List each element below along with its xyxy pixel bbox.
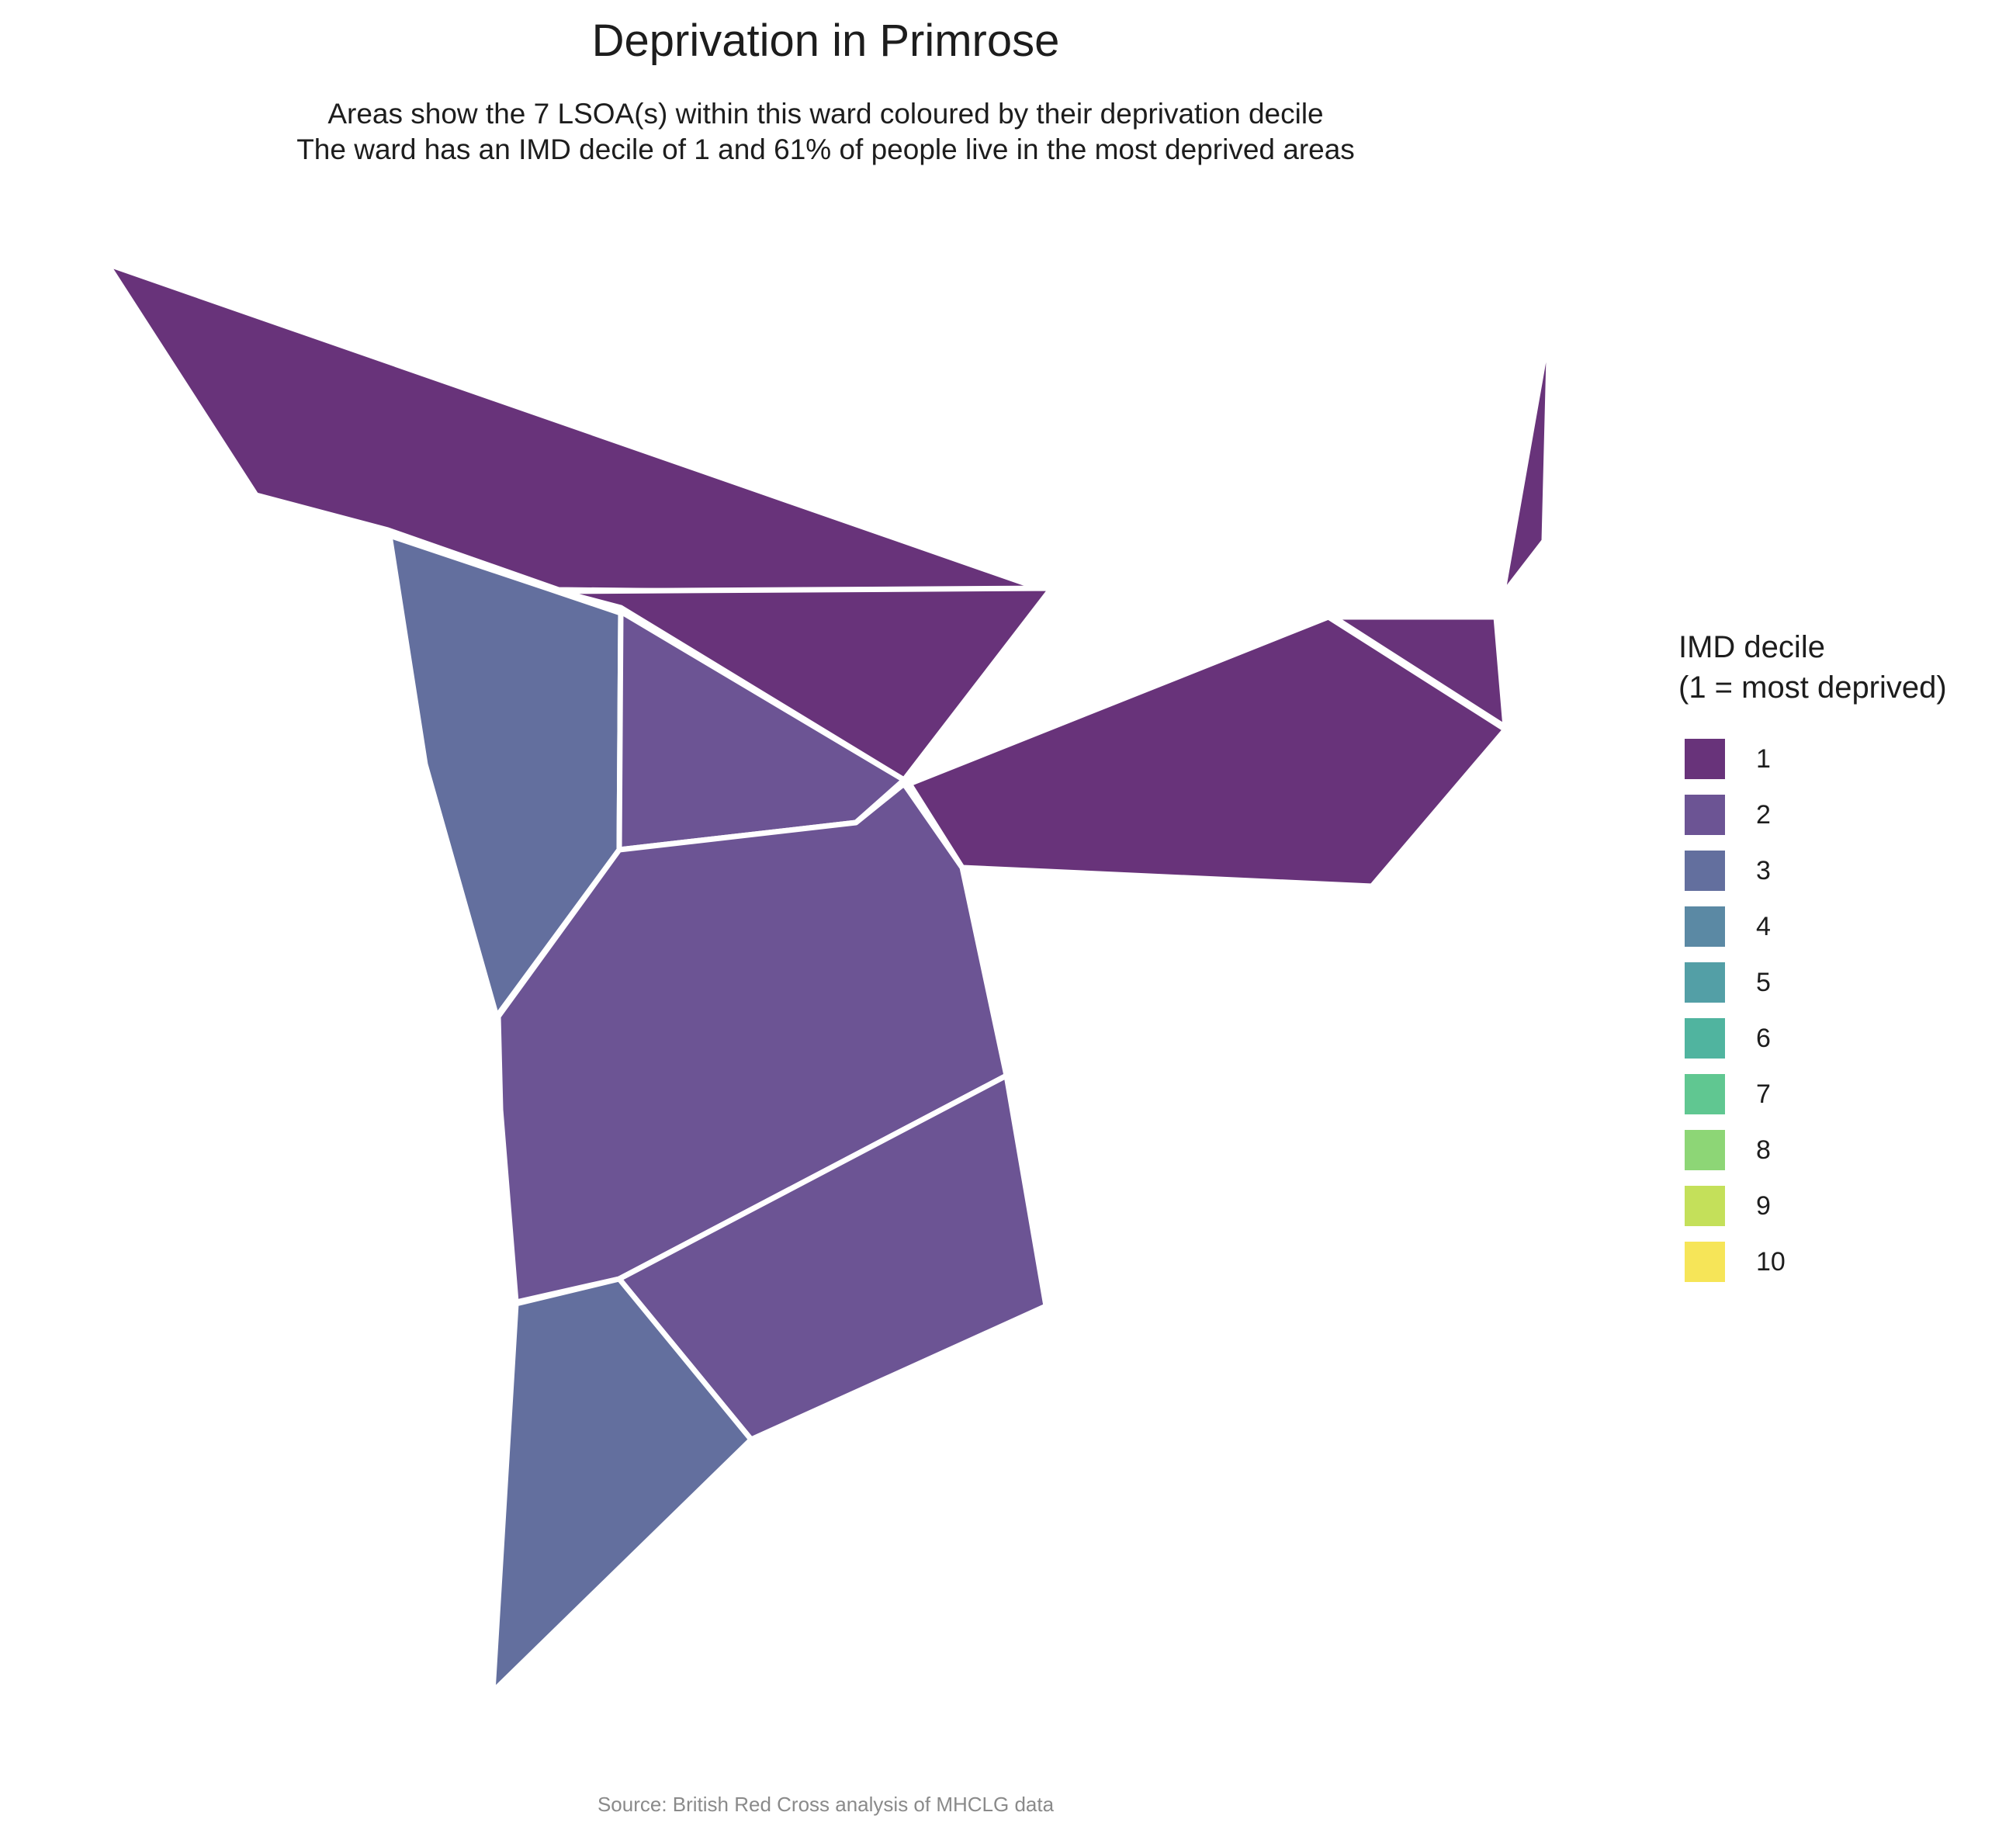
- legend-item: 7: [1678, 1066, 2004, 1122]
- legend-swatch: [1685, 1186, 1725, 1226]
- map-title: Deprivation in Primrose: [591, 16, 1060, 66]
- legend-item: 8: [1678, 1122, 2004, 1178]
- legend-swatch: [1685, 1074, 1725, 1114]
- legend-label: 1: [1756, 743, 1771, 774]
- legend-item: 9: [1678, 1178, 2004, 1234]
- legend-swatch: [1685, 1130, 1725, 1170]
- legend-swatch: [1685, 906, 1725, 947]
- legend-label: 7: [1756, 1079, 1771, 1109]
- legend-swatch: [1685, 739, 1725, 779]
- legend: IMD decile (1 = most deprived) 1 2 3 4 5…: [1678, 627, 2004, 1290]
- legend-title: IMD decile (1 = most deprived): [1678, 627, 2004, 708]
- legend-item: 4: [1678, 899, 2004, 955]
- ward-map: [104, 261, 1553, 1695]
- legend-swatch: [1685, 1242, 1725, 1282]
- legend-title-line-2: (1 = most deprived): [1678, 670, 1947, 705]
- legend-label: 6: [1756, 1023, 1771, 1053]
- legend-label: 10: [1756, 1246, 1786, 1277]
- legend-swatch: [1685, 851, 1725, 891]
- legend-label: 8: [1756, 1135, 1771, 1165]
- legend-swatch: [1685, 795, 1725, 835]
- legend-item: 6: [1678, 1010, 2004, 1066]
- legend-item: 5: [1678, 955, 2004, 1010]
- legend-swatch: [1685, 1018, 1725, 1059]
- source-note: Source: British Red Cross analysis of MH…: [597, 1793, 1055, 1816]
- lsoa-south: [490, 1276, 754, 1695]
- legend-items: 1 2 3 4 5 6 7 8: [1678, 731, 2004, 1290]
- legend-title-line-1: IMD decile: [1678, 630, 1825, 664]
- map-subtitle: Areas show the 7 LSOA(s) within this war…: [0, 96, 1651, 168]
- legend-item: 2: [1678, 787, 2004, 843]
- lsoa-east-small: [1330, 614, 1509, 730]
- legend-item: 1: [1678, 731, 2004, 787]
- lsoa-north-west: [104, 261, 1047, 597]
- legend-label: 2: [1756, 799, 1771, 830]
- legend-swatch: [1685, 962, 1725, 1003]
- lsoa-far-east-sliver: [1499, 323, 1553, 598]
- legend-item: 3: [1678, 843, 2004, 899]
- legend-label: 4: [1756, 911, 1771, 941]
- legend-label: 9: [1756, 1190, 1771, 1221]
- subtitle-line-1: Areas show the 7 LSOA(s) within this war…: [327, 98, 1324, 130]
- legend-item: 10: [1678, 1234, 2004, 1290]
- legend-label: 3: [1756, 855, 1771, 885]
- legend-label: 5: [1756, 967, 1771, 997]
- subtitle-line-2: The ward has an IMD decile of 1 and 61% …: [296, 133, 1355, 165]
